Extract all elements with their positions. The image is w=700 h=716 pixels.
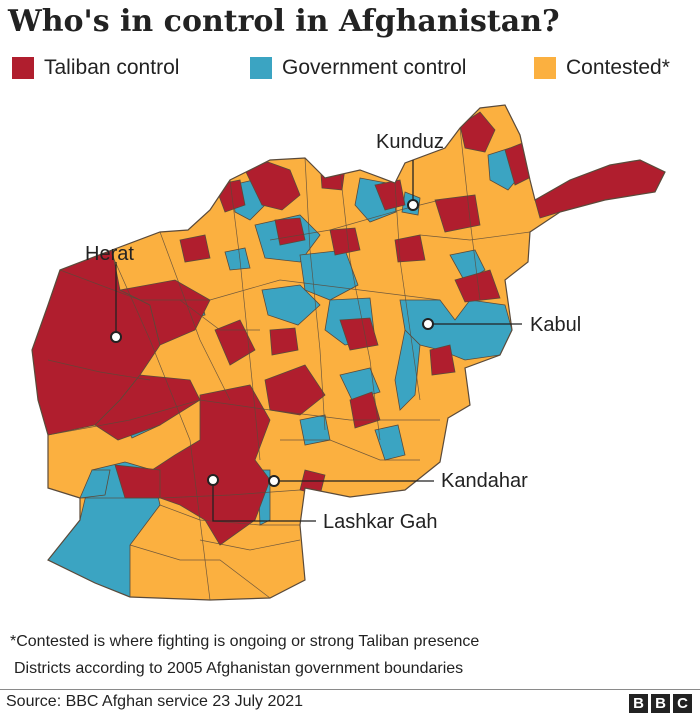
legend-swatch-government — [250, 57, 272, 79]
legend-swatch-taliban — [12, 57, 34, 79]
city-label-herat: Herat — [85, 243, 134, 265]
city-marker-lashkar-gah — [207, 474, 219, 486]
page-title: Who's in control in Afghanistan? — [8, 4, 560, 39]
legend-label-contested: Contested* — [566, 56, 670, 79]
boundaries-note: Districts according to 2005 Afghanistan … — [14, 660, 464, 677]
bbc-logo-letter: B — [651, 694, 670, 713]
footer-divider — [0, 689, 700, 690]
district-boundaries — [47, 127, 531, 600]
legend-item-contested: Contested* — [534, 56, 670, 80]
city-kandahar: Kandahar — [268, 470, 528, 492]
city-label-kandahar: Kandahar — [441, 470, 528, 492]
legend-swatch-contested — [534, 57, 556, 79]
city-marker-kabul — [422, 318, 434, 330]
bbc-logo-letter: B — [629, 694, 648, 713]
city-label-kunduz: Kunduz — [376, 131, 444, 153]
bbc-logo: B B C — [629, 694, 692, 713]
city-marker-kunduz — [407, 199, 419, 211]
city-herat: Herat — [85, 243, 134, 343]
legend-label-taliban: Taliban control — [44, 56, 180, 79]
legend-item-government: Government control — [250, 56, 466, 80]
city-kunduz: Kunduz — [376, 131, 444, 211]
district-regions — [32, 105, 665, 600]
legend-label-government: Government control — [282, 56, 467, 79]
city-marker-kandahar — [268, 475, 280, 487]
legend: Taliban control Government control Conte… — [12, 56, 692, 84]
afghanistan-map: Kunduz Herat Kabul Kandahar Lashkar Gah — [31, 104, 666, 601]
contested-footnote: *Contested is where fighting is ongoing … — [10, 633, 480, 650]
legend-item-taliban: Taliban control — [12, 56, 179, 80]
city-kabul: Kabul — [422, 314, 581, 336]
city-label-kabul: Kabul — [530, 314, 581, 336]
bbc-logo-letter: C — [673, 694, 692, 713]
city-label-lashkar-gah: Lashkar Gah — [323, 511, 438, 533]
city-lashkar-gah: Lashkar Gah — [207, 474, 438, 533]
city-marker-herat — [110, 331, 122, 343]
taliban-regions — [32, 111, 665, 546]
source-credit: Source: BBC Afghan service 23 July 2021 — [6, 693, 304, 710]
